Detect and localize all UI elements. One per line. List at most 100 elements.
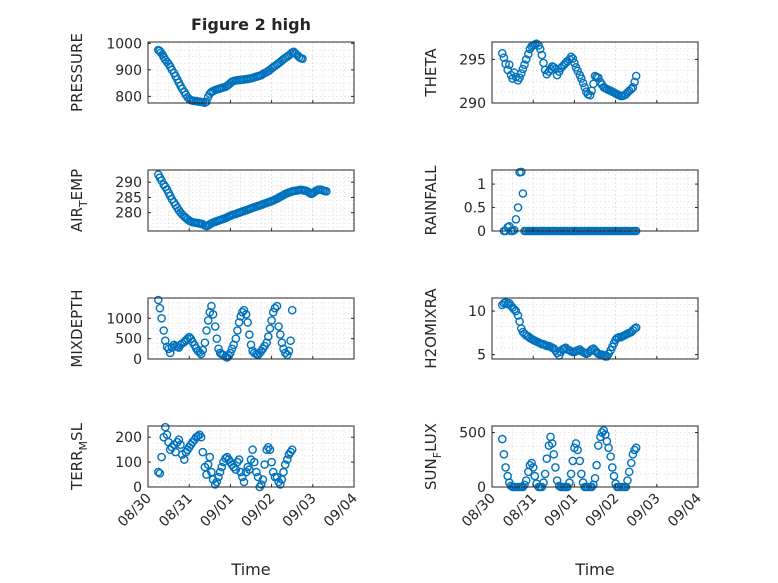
data-point xyxy=(501,463,510,472)
y-axis-label-2: THETA xyxy=(422,48,440,98)
data-point xyxy=(153,467,163,477)
data-point xyxy=(575,456,585,466)
data-point xyxy=(272,301,282,311)
data-point xyxy=(263,332,273,341)
data-point xyxy=(590,473,600,483)
data-point xyxy=(577,74,586,83)
subplot-6: 5 10 H2OMIXRA xyxy=(422,288,699,369)
y-tick-label: 1 xyxy=(477,177,486,193)
data-point xyxy=(159,326,168,335)
subplot-4: 0 0.5 1 RAINFALL xyxy=(422,165,699,240)
data-point xyxy=(207,301,216,311)
data-point xyxy=(279,344,288,354)
y-tick-label: 1000 xyxy=(106,311,142,327)
data-point xyxy=(518,189,528,198)
data-point xyxy=(573,445,583,455)
data-point xyxy=(530,471,540,481)
subplot-5: 0 500 1000 MIXDEPTH xyxy=(68,289,355,368)
data-point xyxy=(580,83,590,92)
data-point xyxy=(631,323,641,332)
data-point xyxy=(198,345,208,355)
data-point xyxy=(243,318,252,327)
data-point xyxy=(513,203,523,212)
y-axis-label-5: MIXDEPTH xyxy=(68,289,86,367)
axes-box xyxy=(147,169,355,232)
data-point xyxy=(249,457,259,467)
y-tick-label: 100 xyxy=(115,455,142,471)
y-tick-label: 0 xyxy=(477,224,486,240)
data-point xyxy=(631,443,641,453)
data-point xyxy=(253,472,263,482)
data-point xyxy=(631,71,641,81)
data-point xyxy=(248,445,257,455)
data-point xyxy=(233,326,242,335)
y-tick-label: 200 xyxy=(115,430,142,446)
data-point xyxy=(515,73,524,82)
data-point xyxy=(196,432,206,442)
data-point xyxy=(270,303,280,313)
data-point xyxy=(497,49,507,58)
data-point xyxy=(509,225,519,235)
data-point xyxy=(504,60,514,69)
data-point xyxy=(585,90,595,100)
data-point xyxy=(256,480,266,489)
data-point xyxy=(231,334,241,344)
subplot-1: 800 900 1000 PRESSURE xyxy=(68,33,355,112)
data-point xyxy=(527,458,536,468)
data-point xyxy=(176,440,185,450)
data-point xyxy=(535,44,545,54)
data-point xyxy=(208,309,218,319)
data-point xyxy=(542,454,552,464)
data-point xyxy=(630,445,639,455)
data-point xyxy=(298,54,307,64)
data-point xyxy=(570,58,579,68)
axes-box xyxy=(491,297,699,360)
y-tick-label: 500 xyxy=(459,426,486,442)
data-point xyxy=(592,460,601,470)
y-axis-label-6: H2OMIXRA xyxy=(422,288,440,369)
data-point xyxy=(577,469,586,479)
y-tick-label: 500 xyxy=(115,332,142,348)
data-point xyxy=(272,472,282,482)
data-point xyxy=(262,338,272,348)
data-point xyxy=(265,324,275,333)
data-point xyxy=(210,322,220,331)
data-point xyxy=(609,471,619,481)
data-point xyxy=(160,336,170,346)
y-tick-label: 800 xyxy=(115,89,142,105)
data-point xyxy=(282,455,292,464)
y-tick-label: 290 xyxy=(459,96,486,112)
data-point xyxy=(521,55,531,64)
data-point xyxy=(241,309,251,319)
y-tick-label: 295 xyxy=(459,52,486,68)
data-point xyxy=(594,441,603,450)
data-point xyxy=(552,476,562,485)
y-tick-label: 10 xyxy=(468,304,486,320)
data-point xyxy=(623,476,632,485)
y-axis-label-3: AIRTEMP xyxy=(68,169,90,232)
data-point xyxy=(524,49,533,59)
x-axis-label-right: Time xyxy=(574,560,614,579)
data-point xyxy=(239,305,249,315)
data-point xyxy=(267,457,276,467)
data-point xyxy=(157,452,166,462)
axes-box xyxy=(147,425,355,488)
data-point xyxy=(267,316,276,325)
data-point xyxy=(528,463,538,472)
data-point xyxy=(203,316,213,325)
data-point xyxy=(547,439,557,448)
data-point xyxy=(551,463,560,472)
data-point xyxy=(517,69,526,78)
y-tick-label: 5 xyxy=(477,348,486,364)
y-tick-label: 285 xyxy=(115,190,142,206)
data-point xyxy=(628,449,638,459)
data-point xyxy=(566,469,576,479)
data-point xyxy=(627,458,636,468)
data-point xyxy=(511,306,521,316)
data-point xyxy=(520,480,529,490)
data-point xyxy=(578,78,588,88)
data-point xyxy=(234,455,244,464)
data-point xyxy=(239,477,249,487)
data-point xyxy=(608,463,617,472)
